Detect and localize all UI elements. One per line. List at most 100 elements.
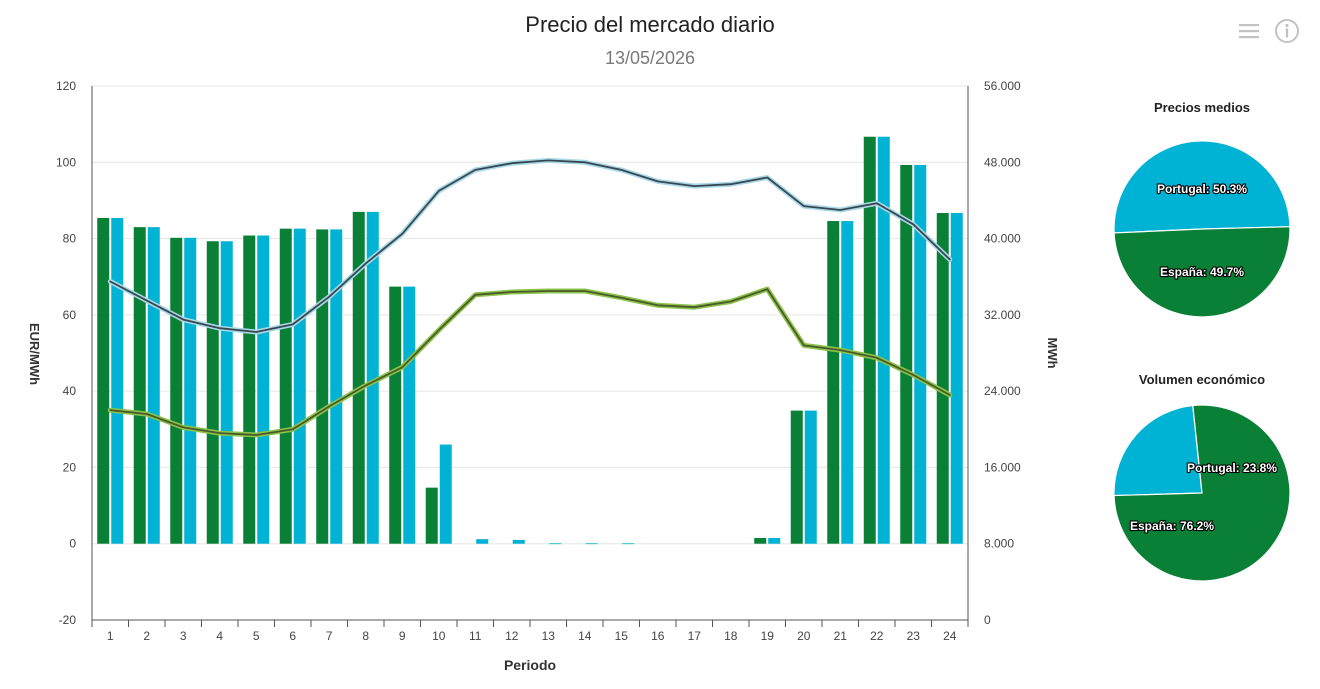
y2-tick-label: 48.000 [984,155,1021,169]
y-tick-label: 20 [63,460,77,474]
y2-tick-label: 24.000 [984,384,1021,398]
x-tick-label: 3 [180,629,187,643]
y2-tick-label: 0 [984,613,991,627]
hamburger-menu-icon[interactable] [1238,20,1260,42]
bar-portugal [366,211,379,544]
bar-portugal [439,444,452,544]
y2-tick-label: 8.000 [984,537,1014,551]
pie-slice-label: Portugal: 50.3% [1157,182,1247,196]
x-tick-label: 23 [907,629,921,643]
pie-slice-espana [1113,226,1291,318]
bar-portugal [622,543,635,545]
line_volume-halo [107,286,953,438]
y-tick-label: 40 [63,384,77,398]
bar-espana [133,227,146,544]
bar-espana [900,164,913,544]
y2-axis-title: MWh [1045,337,1060,368]
bar-portugal [512,539,525,544]
x-tick-label: 12 [505,629,519,643]
y-axis-title: EUR/MWh [27,323,42,385]
bar-espana [425,487,438,544]
y-tick-label: -20 [59,613,77,627]
info-circle-icon[interactable] [1274,18,1300,44]
x-tick-label: 20 [797,629,811,643]
gridlines [92,85,968,621]
line_price-halo [107,157,953,335]
bar-espana [279,228,292,544]
x-tick-label: 6 [289,629,296,643]
bar-espana [206,241,219,544]
x-tick-label: 2 [143,629,150,643]
bar-espana [754,537,767,544]
bar-espana [316,229,329,544]
bar-series [97,136,963,545]
pie-title: Volumen económico [1139,372,1265,387]
pie-slice-label: España: 76.2% [1130,519,1214,533]
pie-slice-espana [1113,404,1291,582]
bar-espana [170,237,183,544]
bar-portugal [220,241,233,544]
x-tick-label: 22 [870,629,884,643]
chart-subtitle: 13/05/2026 [604,48,696,68]
line-series [107,157,953,438]
bar-portugal [950,213,963,544]
bar-portugal [403,286,416,544]
pie-slice-label: España: 49.7% [1160,265,1244,279]
line_volume-line [109,288,951,436]
x-tick-label: 4 [216,629,223,643]
y-tick-label: 60 [63,308,77,322]
y2-tick-label: 40.000 [984,232,1021,246]
y-tick-label: 0 [69,537,76,551]
bar-portugal [768,537,781,544]
x-tick-label: 17 [688,629,702,643]
x-tick-label: 1 [107,629,114,643]
pie-slice-label: Portugal: 23.8% [1187,461,1277,475]
x-tick-label: 13 [542,629,556,643]
bar-portugal [293,228,306,544]
bar-portugal [549,543,562,545]
y2-tick-label: 32.000 [984,308,1021,322]
bar-portugal [914,164,927,544]
x-axis-title: Periodo [504,657,556,673]
bar-espana [352,211,365,544]
chart-title: Precio del mercado diario [525,12,775,37]
y-tick-label: 100 [56,155,76,169]
bar-portugal [147,227,160,544]
bar-espana [243,235,256,544]
bar-portugal [804,410,817,544]
x-tick-label: 21 [834,629,848,643]
x-tick-label: 10 [432,629,446,643]
bar-espana [389,286,402,544]
bar-espana [97,217,110,544]
bar-espana [790,410,803,544]
pie-slice-portugal [1113,404,1203,497]
axes: -2002040608010012008.00016.00024.00032.0… [56,79,1021,643]
bar-portugal [257,235,270,544]
x-tick-label: 19 [761,629,775,643]
x-tick-label: 5 [253,629,260,643]
y-tick-label: 80 [63,232,77,246]
x-tick-label: 14 [578,629,592,643]
y2-tick-label: 56.000 [984,79,1021,93]
bar-portugal [585,543,598,545]
bar-portugal [330,229,343,544]
x-tick-label: 18 [724,629,738,643]
y-tick-label: 120 [56,79,76,93]
y2-tick-label: 16.000 [984,460,1021,474]
bar-portugal [184,237,197,544]
x-tick-label: 7 [326,629,333,643]
x-tick-label: 24 [943,629,957,643]
x-tick-label: 15 [615,629,629,643]
bar-espana [863,136,876,544]
line_price-line [109,159,951,333]
bar-portugal [111,217,124,544]
x-tick-label: 9 [399,629,406,643]
x-tick-label: 8 [362,629,369,643]
bar-espana [827,221,840,544]
bar-portugal [476,539,489,544]
bar-portugal [841,221,854,544]
pie-slice-portugal [1113,140,1291,234]
pie-charts: Precios medios Volumen económico Portugal:… [1113,100,1291,582]
x-tick-label: 11 [469,629,482,643]
